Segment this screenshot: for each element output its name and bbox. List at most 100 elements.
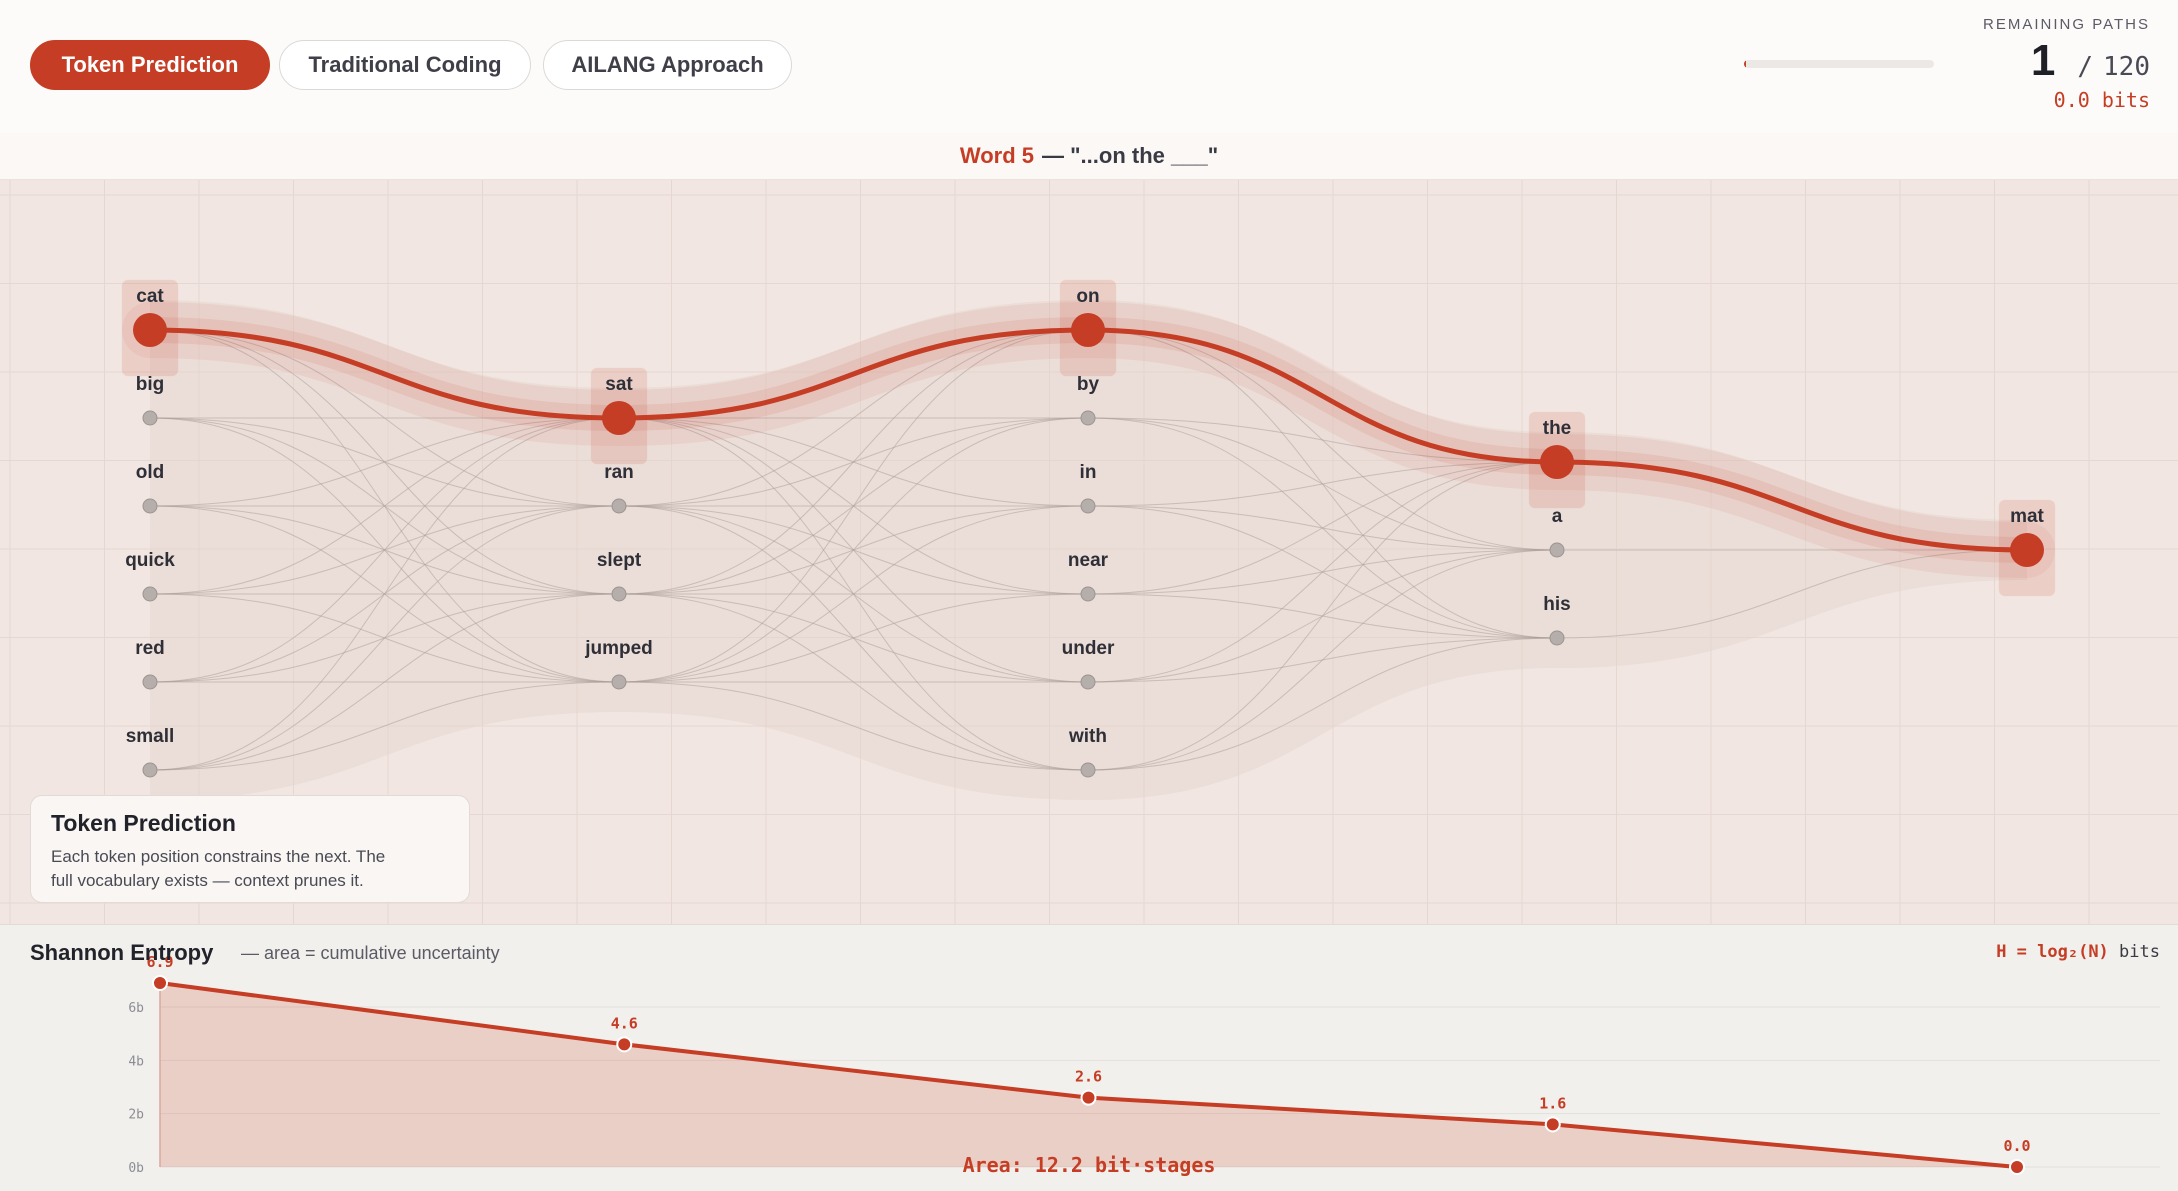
candidate-edge [618,329,1089,507]
entropy-subtitle: — area = cumulative uncertainty [241,943,500,963]
selected-token-the[interactable]: the [1529,412,1585,508]
token-jumped[interactable]: jumped [584,638,653,690]
token-dot [611,674,627,690]
candidate-edge [1087,417,1558,463]
token-dot [1080,498,1096,514]
candidate-edge [1087,461,1558,771]
entropy-value-label: 6.9 [146,953,173,971]
selected-token-on[interactable]: on [1060,280,1116,376]
token-dot [1080,586,1096,602]
entropy-point [1080,1089,1097,1106]
tab-traditional-coding[interactable]: Traditional Coding [279,40,531,90]
entropy-value-label: 4.6 [611,1014,638,1032]
token-label: the [1543,418,1572,439]
info-card-line-2: full vocabulary exists — context prunes … [51,871,364,890]
selected-token-cat[interactable]: cat [122,280,178,376]
token-old[interactable]: old [136,462,165,514]
candidate-edge [618,417,1089,683]
remaining-paths-current: 1 [2030,36,2056,85]
token-label: under [1062,638,1115,659]
token-dot [142,498,158,514]
candidate-edges [149,329,2028,771]
entropy-formula-unit: bits [2119,942,2160,962]
token-dot [611,586,627,602]
token-label: big [136,374,165,395]
tab-ailang-approach[interactable]: AILANG Approach [543,40,792,90]
entropy-value-label: 0.0 [2003,1137,2030,1155]
token-label: slept [597,550,642,571]
token-his[interactable]: his [1543,594,1571,646]
graph-grid [0,180,2178,924]
info-card-title: Token Prediction [51,810,236,836]
candidate-edge [149,417,620,507]
token-small[interactable]: small [126,726,175,778]
entropy-chart: 0b 2b 4b 6b 6.9 4.6 2.6 1.6 0.0 Area: 12.2 bit·st… [128,953,2160,1177]
candidate-edge [618,505,1089,683]
token-near[interactable]: near [1068,550,1109,602]
candidate-edge [1087,549,1558,771]
entropy-point [616,1036,633,1053]
candidate-edge [618,593,1089,683]
remaining-paths-total: 120 [2103,52,2150,82]
token-dot [142,410,158,426]
token-dot [1549,630,1565,646]
token-dot [611,498,627,514]
token-a[interactable]: a [1549,506,1565,558]
token-label: in [1080,462,1097,483]
entropy-title: Shannon Entropy [30,940,214,965]
token-big[interactable]: big [136,374,165,426]
candidate-edge [1556,549,2028,639]
token-in[interactable]: in [1080,462,1097,514]
token-label: by [1077,374,1100,395]
token-label: mat [2010,506,2044,527]
token-dot [1080,674,1096,690]
entropy-point [152,975,168,991]
entropy-value-label: 2.6 [1075,1068,1102,1086]
token-with[interactable]: with [1068,726,1107,778]
token-by[interactable]: by [1077,374,1100,426]
entropy-point [2009,1159,2025,1175]
token-label: ran [604,462,634,483]
tab-token-prediction[interactable]: Token Prediction [30,40,270,90]
info-card-body: Each token position constrains the next.… [51,845,449,893]
possibility-band [1088,300,1557,800]
candidate-edge [618,681,1089,771]
context-phrase: — "...on the ___" [1042,143,1219,168]
token-label: a [1552,506,1563,527]
context-bar: Word 5 — "...on the ___" [0,133,2178,180]
token-quick[interactable]: quick [125,550,175,602]
token-label: small [126,726,175,747]
token-dot [1080,410,1096,426]
token-label: on [1076,286,1099,307]
candidate-edge [1087,637,1558,771]
candidate-edge [149,681,620,771]
candidate-edge [149,417,620,683]
entropy-y-tick: 0b [128,1161,144,1176]
token-dot [142,762,158,778]
selected-token-sat[interactable]: sat [591,368,647,464]
token-dot [133,313,167,347]
paths-progress-fill [1744,60,1746,68]
remaining-bits: 0.0 bits [2053,88,2150,112]
token-dot [1549,542,1565,558]
token-red[interactable]: red [135,638,165,690]
token-label: near [1068,550,1109,571]
candidate-edge [1087,461,1558,595]
token-label: jumped [584,638,653,659]
paths-progress-bar [1744,60,1934,68]
token-dot [602,401,636,435]
token-dot [2010,533,2044,567]
token-dot [142,586,158,602]
candidate-edge [149,593,620,771]
token-label: with [1068,726,1107,747]
entropy-y-tick: 2b [128,1108,144,1123]
entropy-y-tick: 6b [128,1001,144,1016]
token-slept[interactable]: slept [597,550,642,602]
token-label: red [135,638,165,659]
token-under[interactable]: under [1062,638,1115,690]
token-ran[interactable]: ran [604,462,634,514]
selected-token-mat[interactable]: mat [1999,500,2055,596]
candidate-edge [1087,461,1558,507]
entropy-area-label: Area: 12.2 bit·stages [963,1153,1216,1177]
info-card-line-1: Each token position constrains the next.… [51,847,386,866]
